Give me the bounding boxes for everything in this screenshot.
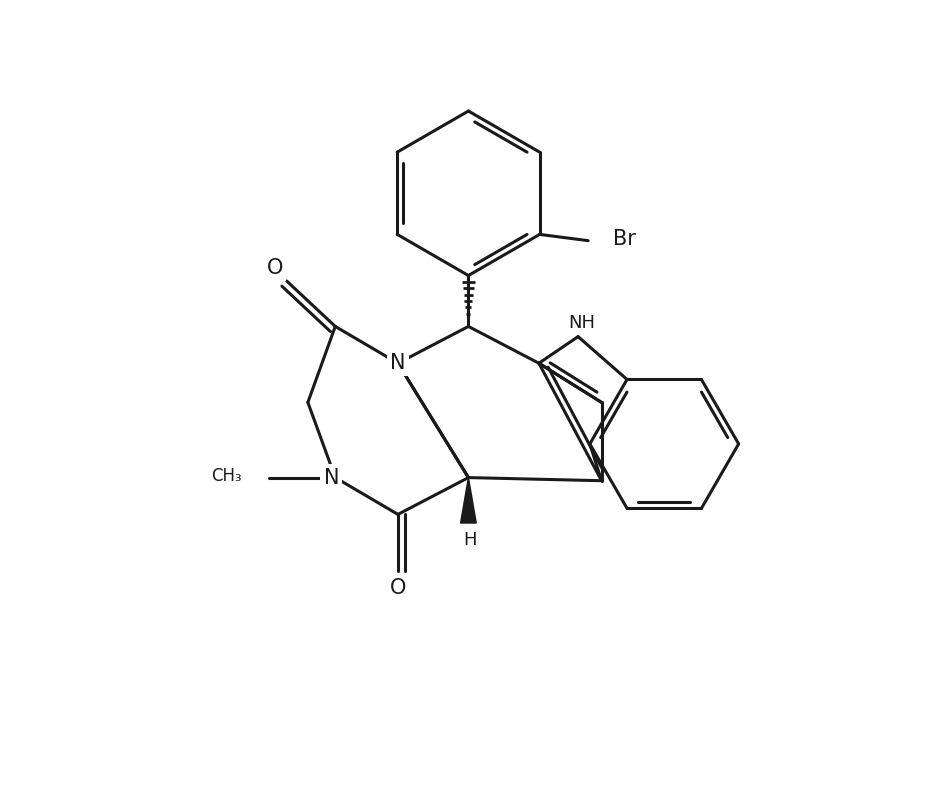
Text: O: O	[390, 578, 406, 598]
Text: N: N	[323, 468, 339, 487]
Text: N: N	[390, 353, 406, 373]
Polygon shape	[460, 478, 476, 523]
Text: NH: NH	[568, 314, 595, 332]
Text: O: O	[266, 258, 283, 277]
Text: Br: Br	[612, 229, 636, 249]
Text: H: H	[463, 531, 476, 549]
Text: CH₃: CH₃	[211, 467, 241, 485]
